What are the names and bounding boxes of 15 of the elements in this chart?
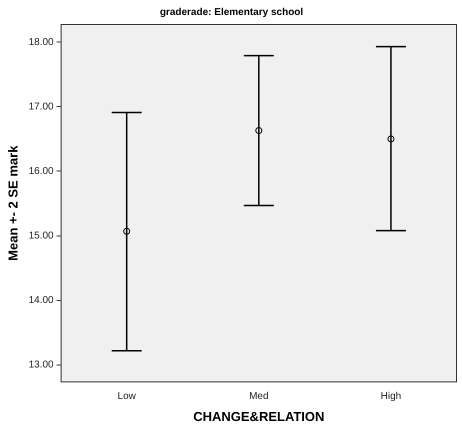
chart-title: graderade: Elementary school — [160, 6, 304, 18]
point — [123, 228, 130, 235]
point — [255, 127, 262, 134]
x-tick-label: Low — [118, 391, 137, 402]
x-tick-label: Med — [249, 391, 269, 402]
x-axis-title: CHANGE&RELATION — [193, 408, 324, 424]
y-tick-label: 16.00 — [28, 166, 54, 177]
y-tick-label: 18.00 — [28, 36, 54, 48]
y-tick-label: 14.00 — [28, 295, 54, 306]
y-axis-title: Mean +- 2 SE mark — [5, 144, 20, 261]
x-tick-label: High — [380, 391, 402, 402]
point — [387, 135, 394, 142]
y-tick-label: 17.00 — [28, 101, 54, 112]
y-tick-label: 13.00 — [28, 360, 54, 371]
y-tick-label: 15.00 — [28, 230, 54, 242]
